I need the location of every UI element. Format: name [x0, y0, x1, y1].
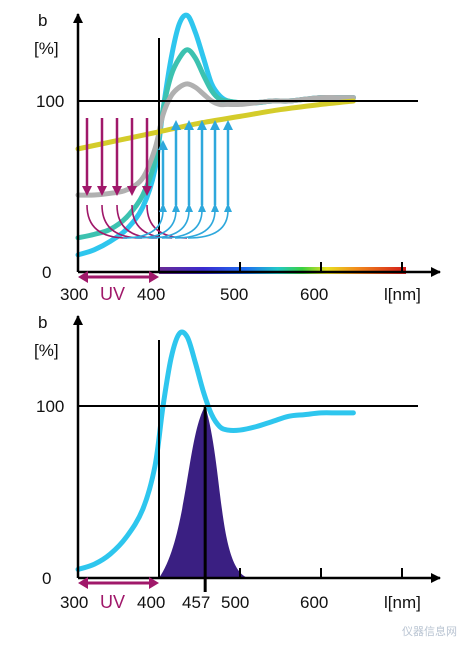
emission-curve — [148, 209, 190, 239]
y-tick-label: 0 — [42, 263, 51, 282]
x-tick-label: 400 — [137, 285, 165, 304]
x-tick-label: 600 — [300, 593, 328, 612]
emission-arrow-head — [184, 120, 194, 130]
chart-2: b [%] 100 0 300 400 457 500 600 UV l[nm] — [34, 313, 441, 612]
absorption-arrow-head — [82, 186, 92, 196]
uv-arrow-head-left — [78, 577, 88, 589]
emission-arrow-head — [158, 140, 168, 150]
uv-label: UV — [100, 284, 125, 304]
series-line-4 — [75, 98, 356, 152]
uv-arrow-head-right — [149, 577, 159, 589]
emission-curve — [122, 209, 164, 239]
emission-arrow-head — [197, 120, 207, 130]
absorption-arrow-head — [142, 186, 152, 196]
uv-arrow-head-right — [149, 271, 159, 283]
y-axis-unit: [%] — [34, 341, 59, 360]
x-axis-label: l[nm] — [384, 285, 421, 304]
emission-curve-head — [224, 203, 232, 212]
chart-1: b [%] 100 0 300 400 500 600 UV l[nm] — [34, 11, 441, 304]
absorption-curve — [86, 204, 128, 239]
absorption-curve — [146, 204, 188, 239]
watermark: 仪器信息网 — [402, 625, 457, 638]
emission-arrow-head — [223, 120, 233, 130]
y-axis-unit: [%] — [34, 39, 59, 58]
emission-curve — [161, 209, 203, 239]
y-tick-label: 0 — [42, 569, 51, 588]
series-line-1 — [75, 329, 356, 572]
emission-curve-head — [185, 203, 193, 212]
x-tick-label: 300 — [60, 593, 88, 612]
x-axis-label: l[nm] — [384, 593, 421, 612]
emission-curve — [187, 209, 229, 239]
x-tick-label: 400 — [137, 593, 165, 612]
y-tick-label: 100 — [36, 92, 64, 111]
emission-curve-head — [159, 203, 167, 212]
y-axis-label: b — [38, 313, 47, 332]
x-tick-label: 500 — [220, 285, 248, 304]
y-tick-label: 100 — [36, 397, 64, 416]
absorption-arrow-head — [97, 186, 107, 196]
x-tick-label: 457 — [182, 593, 210, 612]
emission-curve-head — [198, 203, 206, 212]
x-tick-label: 600 — [300, 285, 328, 304]
emission-arrow-head — [171, 120, 181, 130]
emission-peak-area — [159, 406, 249, 578]
emission-curve-head — [211, 203, 219, 212]
visible-spectrum-bar — [159, 267, 406, 274]
x-tick-label: 300 — [60, 285, 88, 304]
emission-curve-head — [172, 203, 180, 212]
absorption-arrow-head — [127, 186, 137, 196]
uv-arrow-head-left — [78, 271, 88, 283]
emission-curve — [174, 209, 216, 239]
emission-arrow-head — [210, 120, 220, 130]
absorption-arrow-head — [112, 186, 122, 196]
x-tick-label: 500 — [221, 593, 249, 612]
y-axis-label: b — [38, 11, 47, 30]
uv-label: UV — [100, 592, 125, 612]
emission-curve — [135, 209, 177, 239]
